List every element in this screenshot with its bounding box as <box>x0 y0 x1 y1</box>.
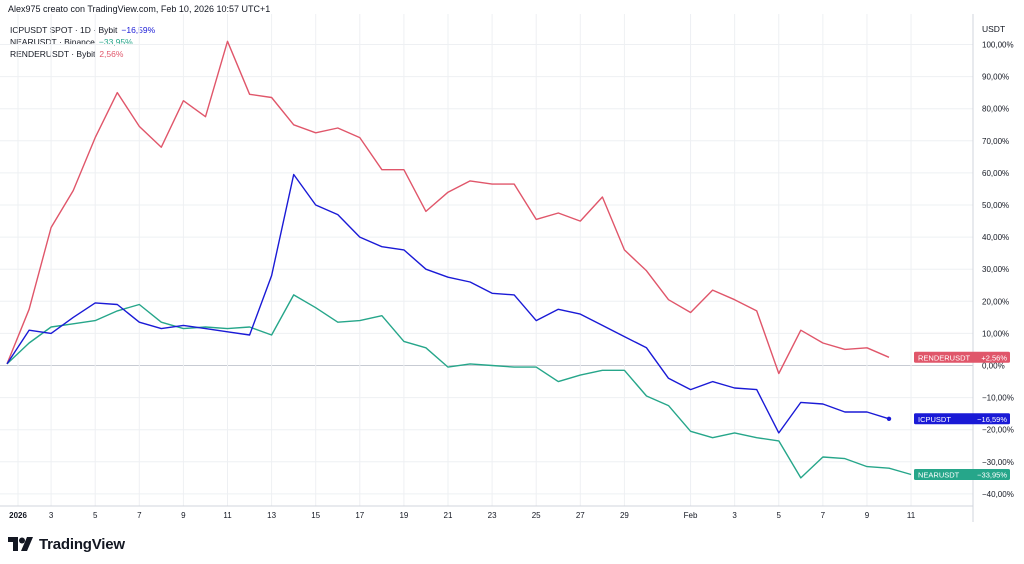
series-tag-value: +2,56% <box>981 353 1007 362</box>
x-tick-label: 25 <box>532 511 541 520</box>
y-tick-label: 0,00% <box>982 362 1005 371</box>
y-tick-label: −20,00% <box>982 426 1014 435</box>
series-tag-value: −16,59% <box>977 415 1007 424</box>
series-tag-name: RENDERUSDT <box>918 353 971 362</box>
x-tick-label: 17 <box>355 511 364 520</box>
series-tag-icp: ICPUSDT −16,59% <box>914 413 1010 425</box>
series-tag-value: −33,95% <box>977 470 1007 479</box>
price-axis-unit: USDT <box>982 24 1005 34</box>
series-endpoint-icp <box>886 416 892 421</box>
y-tick-label: 20,00% <box>982 297 1009 306</box>
x-tick-label: 13 <box>267 511 276 520</box>
y-tick-label: 40,00% <box>982 233 1009 242</box>
x-tick-label: 19 <box>399 511 408 520</box>
series-line-icp[interactable] <box>6 173 890 434</box>
x-tick-label: 5 <box>777 511 782 520</box>
y-tick-label: 70,00% <box>982 137 1009 146</box>
y-tick-label: 60,00% <box>982 169 1009 178</box>
y-tick-label: 50,00% <box>982 201 1009 210</box>
series-tag-bg <box>914 351 1010 363</box>
legend-icp[interactable]: ICPUSDT SPOT · 1D · Bybit −16,59% <box>10 24 155 36</box>
x-tick-label: 23 <box>488 511 497 520</box>
y-tick-label: 100,00% <box>982 41 1014 50</box>
series-tag-bg <box>914 468 1010 480</box>
header-text: Alex975 creato con TradingView.com, Feb … <box>8 4 271 14</box>
legend-render-label: RENDERUSDT · Bybit <box>10 49 96 59</box>
x-tick-label: 15 <box>311 511 320 520</box>
x-tick-label: 29 <box>620 511 629 520</box>
series-line-near[interactable] <box>6 294 912 479</box>
series-tag-render: RENDERUSDT +2,56% <box>914 351 1010 363</box>
legend-near-label: NEARUSDT · Binance <box>10 37 95 47</box>
tradingview-logo-icon <box>8 537 33 551</box>
price-axis: USDT 100,00% 90,00% 80,00% 70,00% 60,00% 50,0… <box>972 14 1014 522</box>
chart-legend: ICPUSDT SPOT · 1D · Bybit −16,59% NEARUSD… <box>10 24 155 60</box>
chart-grid <box>0 14 973 506</box>
x-tick-label: 3 <box>732 511 737 520</box>
y-tick-label: 30,00% <box>982 265 1009 274</box>
series-tag-name: NEARUSDT <box>918 470 960 479</box>
legend-render[interactable]: RENDERUSDT · Bybit 2,56% <box>10 48 155 60</box>
series-tag-near: NEARUSDT −33,95% <box>914 468 1010 480</box>
series-tag-name: ICPUSDT <box>918 415 951 424</box>
legend-icp-change: −16,59% <box>121 25 156 35</box>
chart-header: Alex975 creato con TradingView.com, Feb … <box>8 4 270 14</box>
x-tick-label: 5 <box>93 511 98 520</box>
legend-icp-label: ICPUSDT SPOT · 1D · Bybit <box>10 25 118 35</box>
x-tick-label: 7 <box>821 511 826 520</box>
x-tick-label: 21 <box>444 511 453 520</box>
x-tick-label: 7 <box>137 511 142 520</box>
legend-near[interactable]: NEARUSDT · Binance −33,95% <box>10 36 155 48</box>
series-tag-bg <box>914 413 1010 425</box>
x-tick-label: 2026 <box>9 511 27 520</box>
y-tick-label: 90,00% <box>982 73 1009 82</box>
legend-near-change: −33,95% <box>98 37 133 47</box>
x-tick-label: 11 <box>223 511 232 520</box>
time-axis: 2026 3 5 7 9 11 13 15 17 19 21 23 25 27 29 Feb 3 5 7 9 11 <box>0 505 973 520</box>
chart-series <box>6 40 912 479</box>
tradingview-logo-text: TradingView <box>39 535 125 553</box>
x-tick-label: 27 <box>576 511 585 520</box>
y-tick-label: 80,00% <box>982 105 1009 114</box>
x-tick-label: Feb <box>684 511 698 520</box>
y-tick-label: −10,00% <box>982 394 1014 403</box>
legend-render-change: 2,56% <box>99 49 124 59</box>
series-tags: ICPUSDT −16,59% NEARUSDT −33,95% RENDERUSDT +… <box>914 351 1010 480</box>
x-tick-label: 9 <box>865 511 870 520</box>
y-tick-label: −40,00% <box>982 490 1014 499</box>
y-tick-label: 10,00% <box>982 329 1009 338</box>
y-tick-label: −30,00% <box>982 458 1014 467</box>
series-line-render[interactable] <box>6 40 890 375</box>
x-tick-label: 11 <box>907 511 916 520</box>
x-tick-label: 3 <box>49 511 54 520</box>
tradingview-logo[interactable]: TradingView <box>8 534 125 554</box>
x-tick-label: 9 <box>181 511 186 520</box>
